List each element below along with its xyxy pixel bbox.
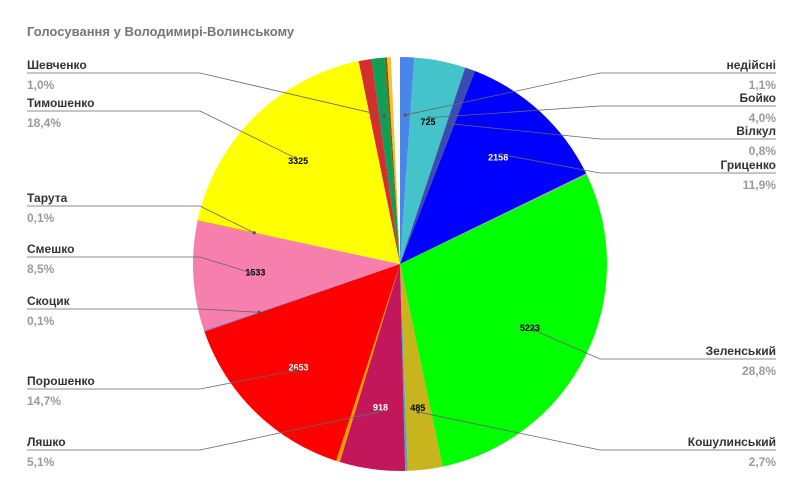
slice-label-percent: 1,0%	[27, 78, 55, 92]
leader-anchor	[249, 271, 253, 275]
leader-line	[27, 369, 296, 390]
slice-label-name: Смешко	[27, 242, 74, 256]
leader-line	[27, 256, 252, 274]
slice-label-name: Вілкул	[736, 124, 776, 138]
slice-label-name: Гриценко	[720, 158, 776, 172]
slice-value-label: 725	[421, 117, 436, 127]
slice-label-name: Скоцик	[27, 294, 71, 308]
leader-line	[500, 154, 776, 174]
slice-label-name: недійсні	[726, 58, 776, 72]
slice-labels: недійсні 1,1%Бойко 4,0%Вілкул 0,8%Гриценко 1…	[27, 58, 776, 469]
slice-label-percent: 0,8%	[749, 144, 777, 158]
pie-slice-Шевченко	[371, 57, 400, 265]
pie-slice-9	[336, 264, 400, 463]
slice-value-label: 3325	[288, 156, 308, 166]
slice-label-percent: 28,8%	[742, 364, 776, 378]
pie-slice-Кошулинський	[400, 264, 443, 471]
slice-value-labels: 725 2158 5223 485 918 2653 1533 3325	[245, 117, 540, 413]
slice-label-name: Зеленський	[706, 344, 776, 358]
slice-label-percent: 0,1%	[27, 211, 55, 225]
leader-anchor	[378, 410, 382, 414]
pie-slice-Порошенко	[204, 264, 400, 461]
pie-slice-15	[358, 58, 400, 264]
slice-label-name: Тимошенко	[27, 96, 94, 110]
pie-slice-Вілкул	[400, 67, 475, 264]
pie-slices	[192, 57, 607, 471]
pie-slice-Тимошенко	[197, 61, 400, 264]
slice-label-percent: 0,1%	[27, 314, 55, 328]
leader-anchor	[257, 310, 261, 314]
pie-slice-7	[400, 264, 408, 471]
slice-label-name: Бойко	[739, 91, 776, 105]
slice-label-percent: 5,1%	[27, 455, 55, 469]
leader-anchor	[532, 328, 536, 332]
slice-label-percent: 1,1%	[749, 78, 777, 92]
slice-value-label: 1533	[245, 268, 265, 278]
slice-label-percent: 11,9%	[743, 178, 777, 192]
leader-anchor	[499, 152, 503, 156]
pie-slice-4	[400, 173, 587, 264]
slice-label-percent: 8,5%	[27, 262, 55, 276]
leader-anchor	[448, 122, 453, 126]
leader-anchor	[294, 368, 298, 372]
leader-anchor	[293, 156, 297, 160]
leader-line	[27, 110, 296, 159]
leader-line	[428, 105, 776, 119]
slice-label-name: Кошулинський	[688, 435, 776, 449]
chart-title: Голосування у Володимирі-Волинському	[27, 24, 295, 39]
slice-label-percent: 18,4%	[27, 116, 61, 130]
slice-label-name: Шевченко	[27, 58, 87, 72]
leader-line	[405, 72, 776, 116]
leader-line	[533, 329, 776, 360]
leader-line	[27, 205, 255, 234]
slice-value-label: 2158	[488, 152, 508, 162]
leader-line	[27, 72, 385, 117]
pie-slice-Зеленський	[400, 174, 607, 467]
slice-value-label: 5223	[520, 323, 540, 333]
pie-slice-17	[384, 57, 400, 265]
pie-slice-недійсні	[400, 57, 415, 264]
leader-line	[450, 123, 776, 140]
slice-value-label: 485	[410, 403, 425, 413]
slice-label-name: Порошенко	[27, 374, 95, 388]
pie-slice-Ляшко	[339, 264, 406, 471]
leader-lines	[27, 72, 776, 451]
leader-anchor	[403, 113, 407, 117]
pie-slice-18	[387, 57, 400, 265]
slice-value-label: 2653	[288, 362, 308, 372]
leader-anchor	[382, 114, 386, 118]
pie-slice-Гриценко	[400, 71, 587, 264]
slice-label-percent: 4,0%	[749, 111, 777, 125]
slice-label-percent: 2,7%	[749, 455, 777, 469]
slice-value-label: 918	[373, 403, 388, 413]
leader-line	[27, 308, 260, 313]
pie-slice-Скоцик	[203, 264, 400, 332]
leader-line	[27, 411, 381, 451]
leader-anchor	[427, 116, 431, 120]
slice-label-percent: 14,7%	[27, 394, 61, 408]
pie-slice-Бойко	[400, 57, 466, 264]
pie-slice-Тарута	[197, 220, 400, 264]
leader-anchor	[416, 410, 420, 414]
pie-slice-Смешко	[192, 221, 400, 331]
leader-line	[418, 411, 776, 451]
leader-anchor	[252, 231, 256, 235]
slice-label-name: Ляшко	[27, 435, 66, 449]
slice-label-name: Тарута	[27, 191, 68, 205]
